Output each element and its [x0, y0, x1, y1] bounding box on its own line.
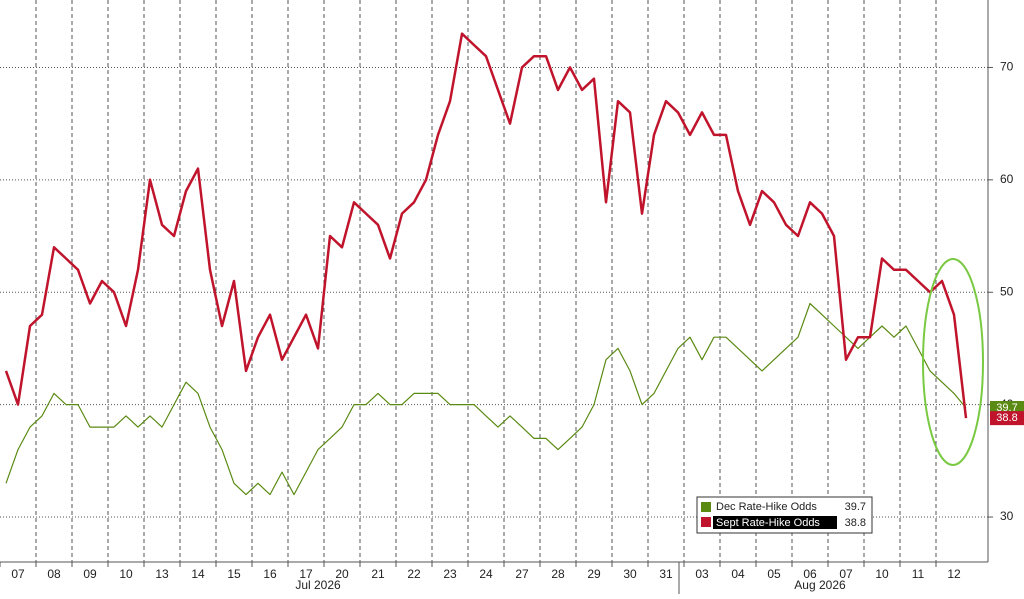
legend-value: 38.8	[845, 517, 866, 529]
x-tick-label: 09	[83, 567, 97, 581]
month-label: Aug 2026	[794, 578, 846, 592]
x-tick-label: 05	[767, 567, 781, 581]
last-value-label: 38.8	[996, 412, 1017, 424]
x-tick-label: 10	[875, 567, 889, 581]
y-tick-label: 50	[1000, 284, 1014, 298]
x-tick-label: 24	[479, 567, 493, 581]
x-tick-label: 23	[443, 567, 457, 581]
x-tick-label: 13	[155, 567, 169, 581]
legend: Dec Rate-Hike Odds 39.7 Sept Rate-Hike O…	[696, 496, 873, 534]
last-value-box	[990, 411, 1024, 426]
x-tick-label: 28	[551, 567, 565, 581]
x-tick-label: 10	[119, 567, 133, 581]
x-tick-label: 14	[191, 567, 205, 581]
y-tick-label: 70	[1000, 60, 1014, 74]
x-tick-label: 29	[587, 567, 601, 581]
legend-label: Dec Rate-Hike Odds	[716, 501, 817, 513]
month-label: Jul 2026	[295, 578, 341, 592]
series-line	[4, 32, 968, 419]
x-tick-label: 22	[407, 567, 421, 581]
x-tick-label: 27	[515, 567, 529, 581]
x-tick-label: 30	[623, 567, 637, 581]
x-tick-label: 21	[371, 567, 385, 581]
legend-label: Sept Rate-Hike Odds	[716, 517, 820, 529]
x-tick-label: 20	[335, 567, 349, 581]
x-tick-label: 15	[227, 567, 241, 581]
x-tick-label: 08	[47, 567, 61, 581]
legend-value: 39.7	[845, 501, 866, 513]
highlight-ellipse	[922, 258, 984, 466]
series-line	[5, 302, 967, 496]
x-tick-label: 03	[695, 567, 709, 581]
x-tick-label: 11	[912, 567, 925, 581]
x-tick-label: 17	[299, 567, 313, 581]
x-tick-label: 12	[947, 567, 961, 581]
x-tick-label: 07	[11, 567, 25, 581]
x-tick-label: 04	[731, 567, 745, 581]
legend-swatch	[701, 517, 711, 527]
x-tick-label: 16	[263, 567, 277, 581]
x-tick-label: 06	[803, 567, 817, 581]
lines	[4, 32, 968, 496]
legend-swatch	[701, 502, 711, 512]
legend-highlight	[713, 516, 837, 529]
y-tick-label: 30	[1000, 509, 1014, 523]
y-tick-label: 60	[1000, 172, 1014, 186]
x-tick-label: 07	[839, 567, 853, 581]
last-value-label: 39.7	[996, 402, 1017, 414]
x-tick-label: 31	[659, 567, 673, 581]
